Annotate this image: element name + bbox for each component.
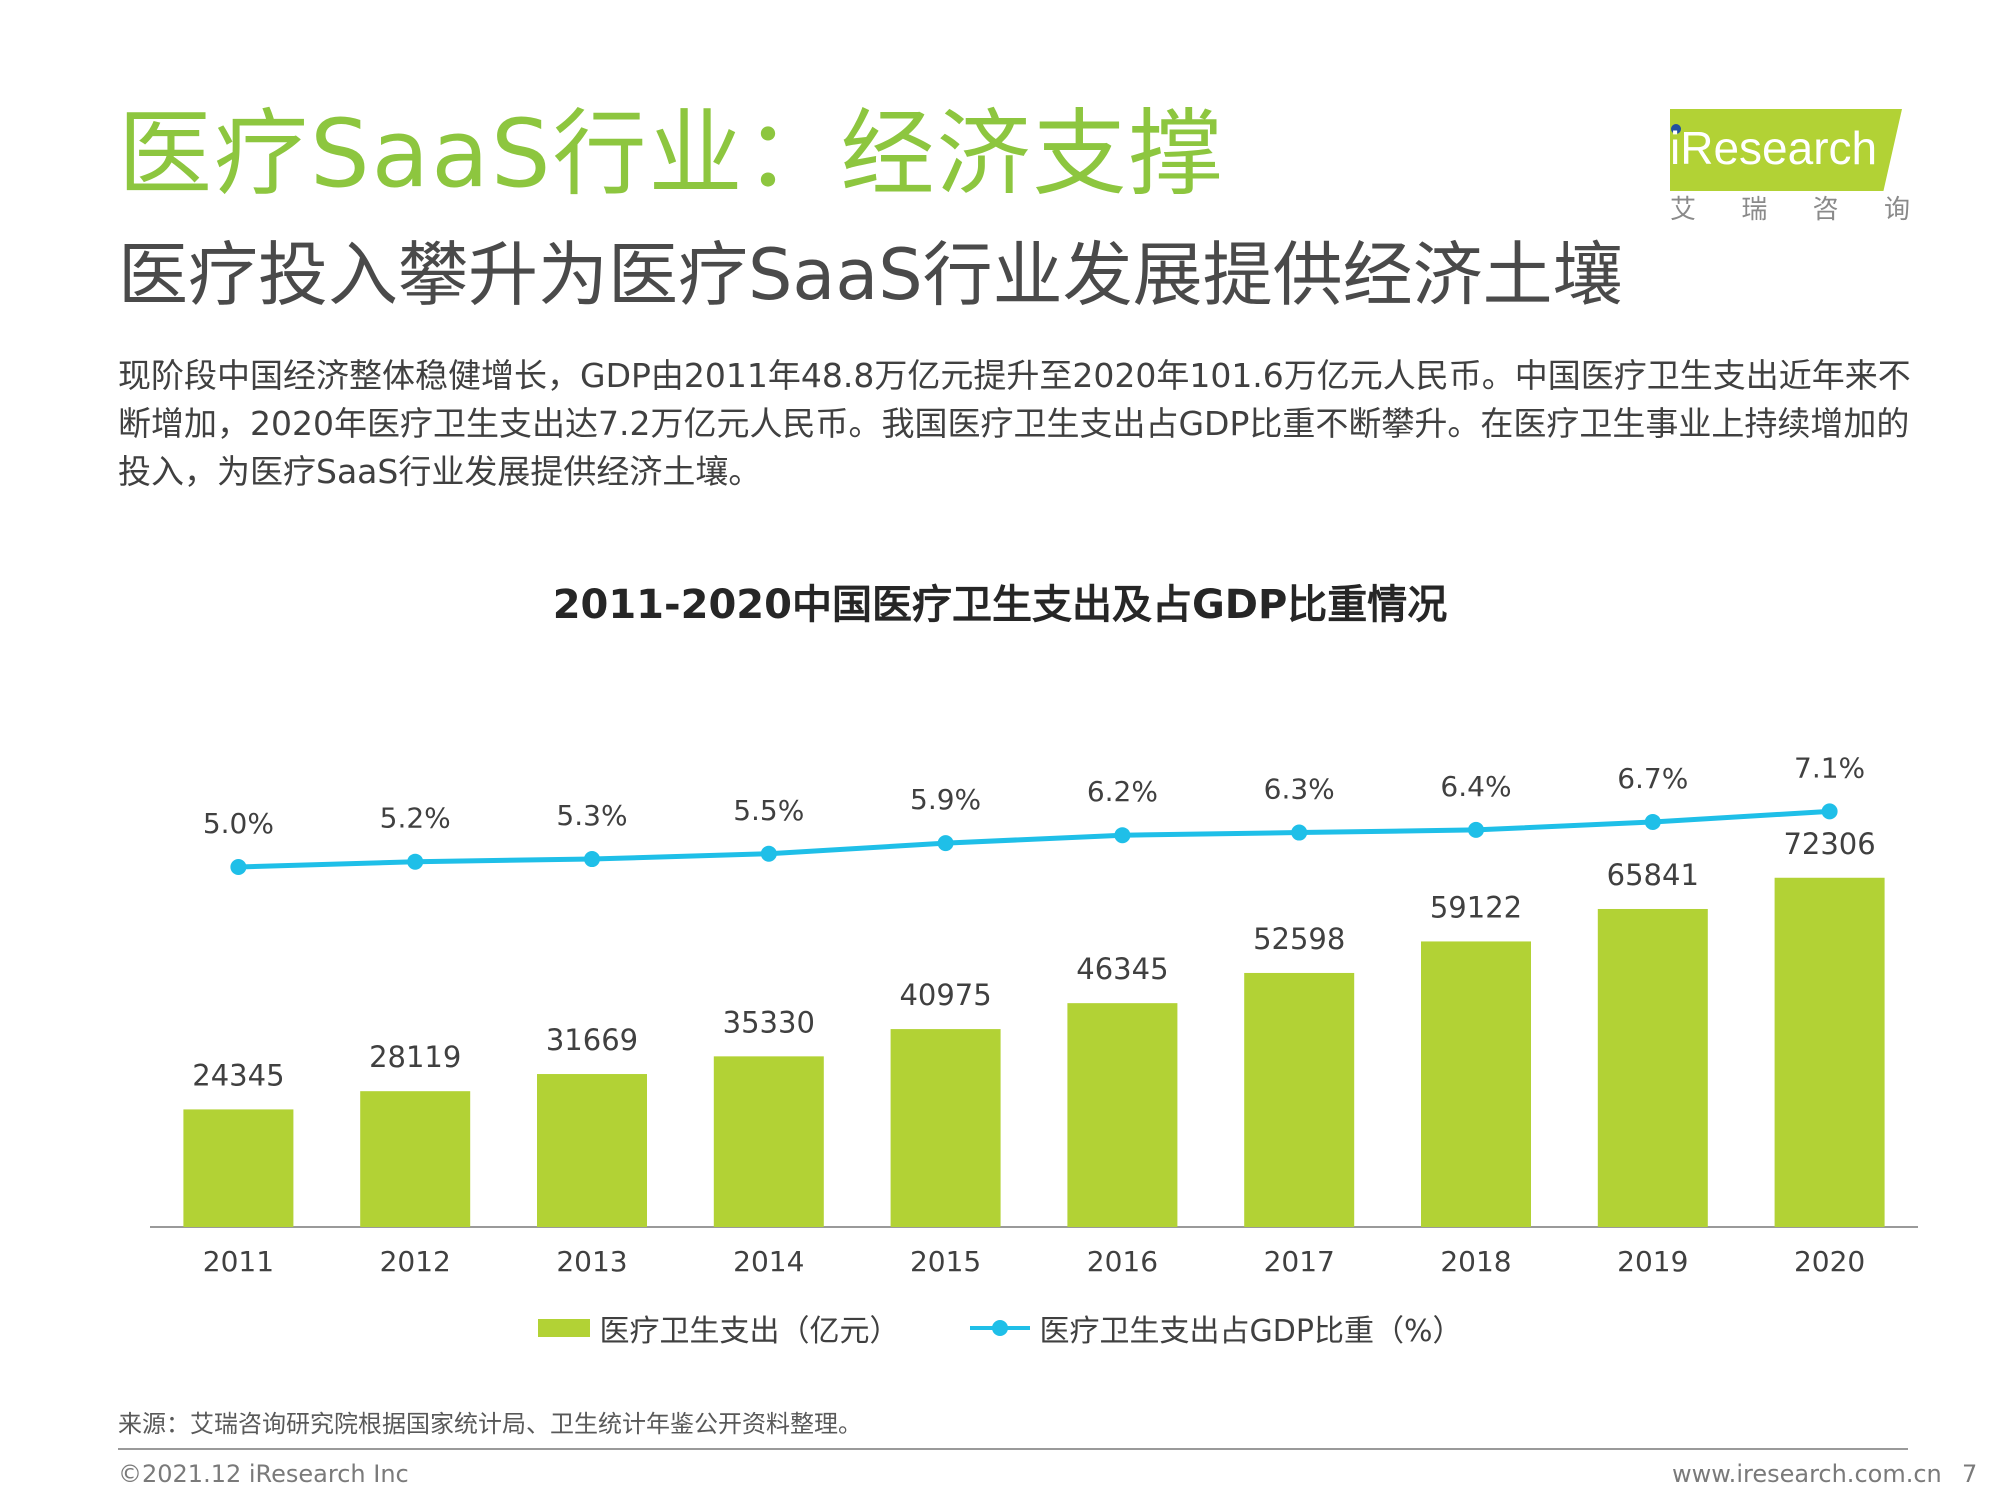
bar-label-2020: 72306 (1783, 827, 1875, 861)
footer-website[interactable]: www.iresearch.com.cn (1672, 1460, 1942, 1488)
line-point-2013 (584, 851, 600, 868)
bar-2016 (1067, 1003, 1178, 1227)
line-point-2018 (1468, 821, 1484, 838)
bar-label-2018: 59122 (1430, 890, 1522, 924)
bar-label-2015: 40975 (899, 978, 991, 1012)
line-point-2017 (1291, 824, 1308, 841)
bar-label-2013: 31669 (546, 1023, 638, 1057)
legend-item-bar: 医疗卫生支出（亿元） (537, 1306, 900, 1350)
bar-2014 (713, 1056, 824, 1227)
bar-label-2019: 65841 (1607, 858, 1699, 892)
bar-label-2014: 35330 (723, 1005, 815, 1039)
page-number: 7 (1962, 1460, 1978, 1488)
bar-label-2011: 24345 (192, 1058, 284, 1092)
chart-area: 24345 2011 28119 2012 31669 2013 35330 2014 4097… (150, 751, 1918, 1278)
logo-cn-char: 询 (1883, 195, 1910, 225)
line-point-2011 (230, 859, 247, 875)
line-label-2011: 5.0% (203, 807, 274, 840)
logo-cn-name: 艾 瑞 咨 询 (1670, 197, 1910, 223)
intro-paragraph: 现阶段中国经济整体稳健增长，GDP由2011年48.8万亿元提升至2020年10… (118, 356, 1911, 491)
x-tick-2015: 2015 (910, 1245, 981, 1278)
logo-dot (1671, 124, 1681, 134)
line-point-2014 (760, 845, 777, 862)
bar-label-2016: 46345 (1076, 952, 1168, 986)
bar-2019 (1597, 908, 1708, 1227)
bar-2013 (537, 1074, 647, 1227)
legend-item-line: 医疗卫生支出占GDP比重（%） (969, 1306, 1463, 1350)
gdp-share-line (238, 808, 1830, 870)
line-label-2017: 6.3% (1264, 773, 1335, 806)
line-label-2019: 6.7% (1617, 762, 1688, 795)
source-note: 来源：艾瑞咨询研究院根据国家统计局、卫生统计年鉴公开资料整理。 (118, 1410, 862, 1438)
x-tick-2018: 2018 (1440, 1245, 1511, 1278)
x-tick-2011: 2011 (203, 1245, 274, 1278)
page-subtitle: 医疗投入攀升为医疗SaaS行业发展提供经济土壤 (118, 234, 1623, 316)
footer-divider (118, 1448, 1908, 1450)
line-point-2019 (1644, 813, 1661, 830)
line-label-2015: 5.9% (910, 783, 981, 816)
chart-title: 2011-2020中国医疗卫生支出及占GDP比重情况 (552, 582, 1448, 628)
line-point-2016 (1114, 827, 1131, 844)
page-title: 医疗SaaS行业：经济支撑 (118, 100, 1225, 209)
x-tick-2019: 2019 (1617, 1245, 1688, 1278)
logo-banner (1670, 109, 1902, 191)
line-label-2020: 7.1% (1794, 751, 1865, 784)
bar-2018 (1421, 941, 1531, 1227)
logo-cn-char: 瑞 (1741, 195, 1768, 225)
x-tick-2017: 2017 (1264, 1245, 1335, 1278)
legend-label-bar: 医疗卫生支出（亿元） (599, 1314, 900, 1349)
x-tick-2016: 2016 (1087, 1245, 1158, 1278)
bar-label-2012: 28119 (369, 1040, 461, 1074)
chart-legend: 医疗卫生支出（亿元） 医疗卫生支出占GDP比重（%） (0, 1306, 2000, 1350)
logo-wordmark: iResearch (1670, 122, 1878, 174)
footer-copyright: ©2021.12 iResearch Inc (118, 1460, 409, 1488)
line-label-2018: 6.4% (1440, 770, 1511, 803)
x-tick-2020: 2020 (1794, 1245, 1865, 1278)
x-tick-2014: 2014 (733, 1245, 804, 1278)
bar-2020 (1774, 877, 1885, 1227)
line-label-2014: 5.5% (733, 794, 804, 827)
x-tick-2013: 2013 (556, 1245, 627, 1278)
line-point-2012 (407, 853, 424, 870)
x-tick-2012: 2012 (380, 1245, 451, 1278)
legend-swatch-line (969, 1318, 1030, 1338)
bar-label-2017: 52598 (1253, 922, 1345, 956)
line-label-2012: 5.2% (380, 802, 451, 835)
bar-2015 (890, 1029, 1001, 1227)
iresearch-logo: iResearch 艾 瑞 咨 询 (1662, 103, 1910, 227)
logo-cn-char: 咨 (1812, 195, 1839, 225)
line-point-2020 (1821, 803, 1838, 820)
logo-cn-char: 艾 (1670, 195, 1697, 225)
bar-2017 (1244, 972, 1355, 1227)
line-point-2015 (937, 835, 954, 852)
legend-label-line: 医疗卫生支出占GDP比重（%） (1039, 1314, 1463, 1349)
legend-swatch-bar (537, 1319, 590, 1337)
line-label-2013: 5.3% (556, 799, 627, 832)
bar-2011 (183, 1109, 294, 1227)
bar-2012 (360, 1091, 471, 1227)
line-label-2016: 6.2% (1087, 775, 1158, 808)
